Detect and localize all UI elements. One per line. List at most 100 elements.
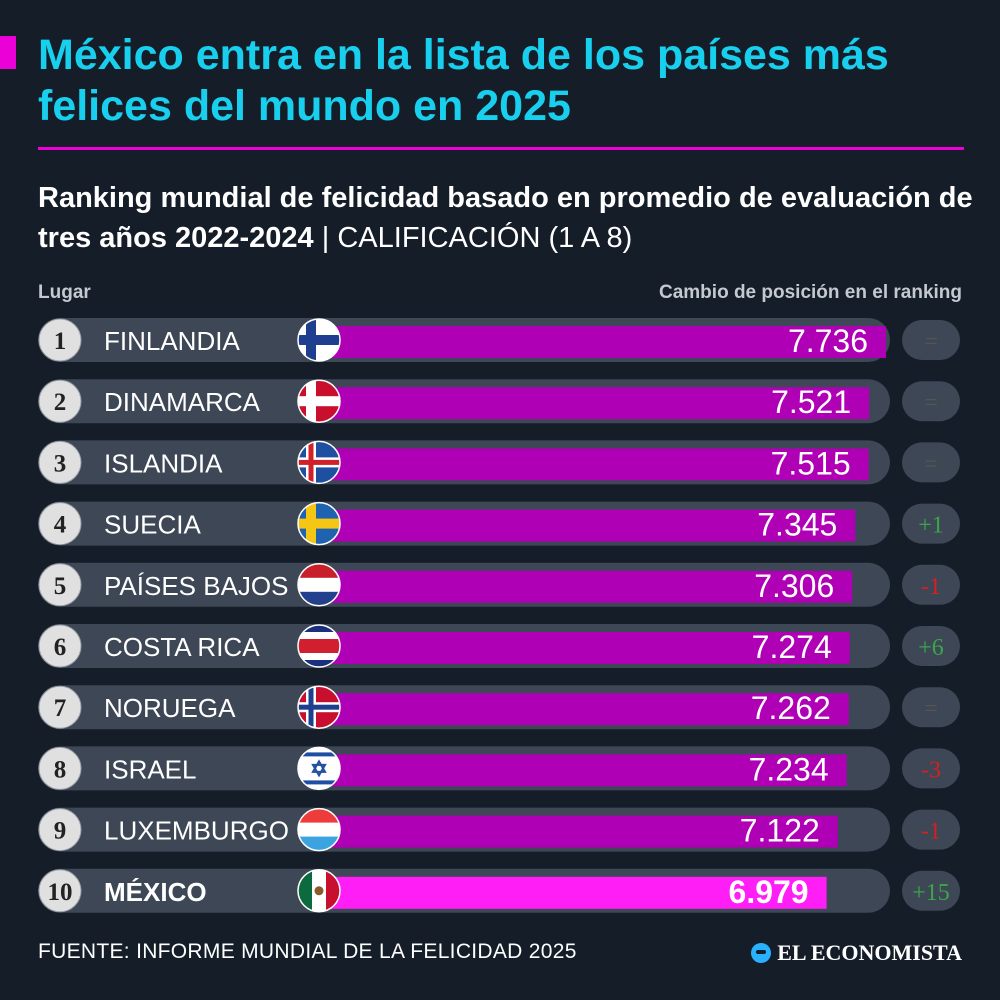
rank-badge [38,869,82,913]
change-label: +15 [912,880,950,906]
value-label: 7.345 [757,507,837,543]
title-divider [38,147,964,150]
change-badge [902,442,960,483]
subtitle-text: Ranking mundial de felicidad basado en p… [38,182,973,254]
value-label: 7.515 [771,445,851,481]
change-label: -1 [921,574,941,600]
rank-badge [38,746,82,790]
page-title: México entra en la lista de los países m… [38,31,889,130]
change-column-label: Cambio de posición en el ranking [659,282,962,303]
change-badge [902,503,960,544]
change-label: +6 [918,635,944,661]
rank-badge [38,379,82,423]
brand-icon [751,943,772,963]
change-badge [902,626,960,666]
ranking-row: 4 SUECIA 7.345 +1 [38,501,960,546]
bar [318,693,849,726]
rank-column-label: Lugar [38,282,91,303]
change-badge [902,870,960,911]
value-label: 7.234 [749,751,829,787]
rank-number: 2 [54,389,67,416]
ranking-row: 5 PAÍSES BAJOS 7.306 -1 [38,562,960,607]
flag-icon [298,441,340,484]
value-label: 7.262 [751,690,831,726]
rank-number: 6 [54,634,67,661]
brand-name: EL ECONOMISTA [777,940,962,965]
rank-number: 7 [54,695,67,722]
flag-icon [298,747,340,790]
rank-badge [38,318,82,362]
rank-badge [38,440,82,484]
ranking-row: 8 ISRAEL 7.234 -3 [38,746,960,791]
change-badge [902,748,960,789]
subtitle-unit: CALIFICACIÓN (1 A 8) [337,222,633,254]
flag-icon [298,502,340,545]
bar [318,387,870,420]
bar [318,815,838,848]
rank-badge [38,808,82,852]
country-label: LUXEMBURGO [104,816,289,846]
rank-badge [38,563,82,607]
brand-logo: EL ECONOMISTA [751,940,962,966]
country-label: ISLANDIA [104,448,223,478]
rank-badge [38,685,82,729]
change-badge [902,381,960,422]
value-label: 6.979 [729,874,809,910]
flag-icon [298,380,340,423]
rank-number: 3 [54,450,67,477]
value-label: 7.521 [771,384,851,420]
ranking-row: 6 COSTA RICA 7.274 +6 [38,624,960,668]
bar [318,509,856,542]
change-badge [902,809,960,850]
flag-icon [298,319,340,361]
bar [318,448,869,481]
change-label: -1 [921,819,941,845]
country-label: NORUEGA [104,693,236,723]
bar [318,632,850,664]
rank-number: 4 [54,512,67,539]
change-label: = [924,329,938,355]
title-accent-bar [0,36,16,69]
country-label: FINLANDIA [104,326,240,356]
country-label: MÉXICO [104,877,207,907]
ranking-row: 10 MÉXICO 6.979 +15 [38,868,960,913]
change-label: +1 [918,513,944,539]
rank-badge [38,624,82,668]
ranking-row: 2 DINAMARCA 7.521 = [38,379,960,424]
subtitle-separator: | [321,222,330,254]
country-label: COSTA RICA [104,632,260,662]
rank-badge [38,502,82,546]
flag-icon [298,625,340,667]
rank-number: 9 [54,818,67,845]
change-badge [902,320,960,360]
country-label: PAÍSES BAJOS [104,571,288,601]
flag-icon [298,686,340,729]
country-label: ISRAEL [104,754,197,784]
chart-subtitle: Ranking mundial de felicidad basado en p… [38,178,978,258]
value-label: 7.736 [788,323,868,359]
ranking-row: 9 LUXEMBURGO 7.122 -1 [38,807,960,852]
bar [318,570,853,603]
change-label: = [924,451,938,477]
country-label: DINAMARCA [104,387,261,417]
bar [318,754,847,787]
change-badge [902,564,960,605]
source-note: FUENTE: INFORME MUNDIAL DE LA FELICIDAD … [38,940,577,963]
rank-number: 8 [54,756,67,783]
ranking-row: 1 FINLANDIA 7.736 = [38,318,960,362]
country-label: SUECIA [104,510,201,540]
ranking-row: 7 NORUEGA 7.262 = [38,685,960,730]
rank-number: 10 [48,879,73,906]
value-label: 7.306 [754,568,834,604]
rank-number: 1 [54,328,67,355]
rank-number: 5 [54,573,67,600]
change-label: = [924,390,938,416]
ranking-row: 3 ISLANDIA 7.515 = [38,440,960,485]
change-badge [902,687,960,728]
bar [318,876,827,909]
value-label: 7.274 [752,629,832,665]
value-label: 7.122 [740,813,820,849]
change-label: -3 [921,757,941,783]
change-label: = [924,696,938,722]
